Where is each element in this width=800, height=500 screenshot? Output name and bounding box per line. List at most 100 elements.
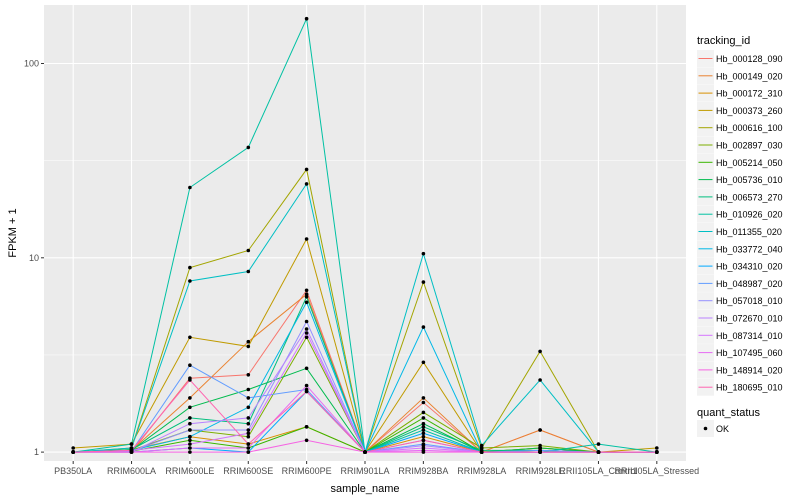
legend-label: Hb_005214_050	[716, 158, 783, 168]
legend-label: Hb_048987_020	[716, 279, 783, 289]
data-point-Hb_000149_020	[304, 292, 309, 297]
y-tick-label: 1	[34, 447, 39, 457]
data-point-Hb_006573_270	[421, 425, 426, 429]
legend-status-title: quant_status	[697, 407, 760, 419]
x-tick-label: RRIM600LE	[165, 466, 214, 476]
legend-item[interactable]: Hb_002897_030	[697, 136, 783, 154]
data-point-Hb_002897_030	[421, 410, 426, 415]
legend-item[interactable]: Hb_057018_010	[697, 292, 783, 310]
data-point-Hb_180695_010	[304, 389, 309, 394]
legend-item[interactable]: Hb_148914_020	[697, 361, 783, 379]
data-point-Hb_010926_020	[129, 442, 134, 446]
data-point-Hb_180695_010	[479, 450, 484, 454]
data-point-Hb_148914_020	[421, 450, 426, 454]
legend-item[interactable]: Hb_033772_040	[697, 240, 783, 258]
data-point-Hb_005736_010	[188, 405, 192, 410]
x-tick-label: RRIM928LE	[516, 466, 565, 476]
data-point-Hb_033772_040	[188, 434, 192, 439]
data-point-Hb_000149_020	[538, 428, 542, 432]
legend-item[interactable]: Hb_000172_310	[697, 84, 783, 102]
legend-item[interactable]: Hb_005214_050	[697, 153, 783, 171]
data-point-Hb_002897_030	[304, 335, 309, 340]
data-point-Hb_033772_040	[304, 300, 309, 305]
legend-item[interactable]: Hb_000128_090	[697, 50, 783, 67]
y-axis-title: FPKM + 1	[7, 208, 19, 257]
x-tick-label: RRIM928LA	[457, 466, 506, 476]
x-tick-label: RRIM600LA	[107, 466, 156, 476]
data-point-Hb_034310_020	[421, 431, 426, 436]
legend-item[interactable]: Hb_034310_020	[697, 257, 783, 275]
data-point-Hb_180695_010	[246, 442, 251, 446]
data-point-Hb_000616_100	[246, 248, 251, 253]
legend-label: Hb_011355_020	[716, 227, 782, 237]
data-point-Hb_011355_020	[479, 443, 484, 448]
legend-item[interactable]: Hb_000149_020	[697, 67, 783, 85]
legend-label: Hb_005736_010	[716, 175, 783, 185]
x-tick-label: RRII105LA_Stressed	[615, 466, 700, 476]
data-point-Hb_000616_100	[538, 349, 542, 354]
data-point-Hb_011355_020	[246, 269, 251, 274]
x-tick-label: RRIM600PE	[282, 466, 332, 476]
data-point-Hb_011355_020	[538, 378, 542, 382]
data-point-Hb_010926_020	[421, 428, 426, 432]
y-axis: 1 10 100	[24, 58, 44, 457]
data-point-Hb_000616_100	[304, 167, 309, 172]
data-point-Hb_072670_010	[188, 421, 192, 426]
data-point-Hb_011355_020	[188, 279, 192, 283]
legend-label: Hb_000128_090	[716, 54, 783, 64]
legend-item[interactable]: Hb_000373_260	[697, 101, 783, 119]
data-point-Hb_000149_020	[421, 396, 426, 400]
data-point-Hb_087314_010	[246, 431, 251, 436]
data-point-Hb_000373_260	[304, 237, 309, 241]
legend-label: Hb_000373_260	[716, 106, 783, 116]
data-point-Hb_180695_010	[71, 450, 75, 454]
data-point-Hb_000616_100	[421, 280, 426, 284]
data-point-Hb_000128_090	[304, 288, 309, 293]
series-points	[71, 16, 659, 454]
legend-label: Hb_148914_020	[716, 365, 783, 375]
legend-item[interactable]: Hb_048987_020	[697, 274, 783, 292]
data-point-Hb_072670_010	[246, 416, 251, 420]
legend-label: Hb_180695_010	[716, 383, 783, 393]
legend-label: Hb_033772_040	[716, 244, 783, 254]
data-point-Hb_010926_020	[246, 145, 251, 150]
data-point-Hb_000373_260	[71, 446, 75, 450]
legend-item[interactable]: Hb_087314_010	[697, 326, 783, 344]
data-point-Hb_107495_060	[246, 446, 251, 450]
data-point-Hb_000149_020	[188, 396, 192, 400]
legend-item[interactable]: Hb_180695_010	[697, 378, 783, 396]
data-point-Hb_180695_010	[421, 438, 426, 443]
legend-status-item[interactable]: OK	[697, 420, 729, 437]
legend-label: Hb_000616_100	[716, 123, 783, 133]
data-point-Hb_005214_050	[188, 438, 192, 443]
legend-items: Hb_000128_090 Hb_000149_020 Hb_000172_310 H…	[697, 50, 783, 396]
y-tick-label: 100	[24, 58, 39, 68]
data-point-Hb_180695_010	[655, 450, 659, 454]
data-point-Hb_048987_020	[246, 396, 251, 400]
x-tick-label: RRIM901LA	[340, 466, 389, 476]
data-point-Hb_000149_020	[246, 339, 251, 344]
data-point-Hb_000128_090	[421, 400, 426, 405]
legend-item[interactable]: Hb_011355_020	[697, 223, 782, 240]
legend-label: Hb_000172_310	[716, 89, 783, 99]
data-point-Hb_005214_050	[304, 425, 309, 429]
legend-item[interactable]: Hb_072670_010	[697, 309, 783, 327]
legend-item[interactable]: Hb_010926_020	[697, 205, 783, 223]
legend-label: Hb_107495_060	[716, 348, 783, 358]
legend-item[interactable]: Hb_005736_010	[697, 171, 783, 189]
data-point-Hb_000128_090	[246, 373, 251, 377]
data-point-Hb_033772_040	[246, 405, 251, 410]
data-point-Hb_000172_310	[421, 434, 426, 439]
data-point-Hb_000373_260	[421, 360, 426, 365]
legend-label: Hb_072670_010	[716, 314, 783, 324]
data-point-Hb_180695_010	[596, 450, 601, 454]
data-point-Hb_000373_260	[188, 335, 192, 340]
data-point-Hb_180695_010	[188, 378, 192, 382]
legend-title: tracking_id	[697, 35, 750, 47]
legend-status-label: OK	[716, 424, 729, 434]
data-point-Hb_180695_010	[538, 450, 542, 454]
legend-item[interactable]: Hb_006573_270	[697, 188, 783, 206]
legend-item[interactable]: Hb_107495_060	[697, 344, 783, 362]
legend-item[interactable]: Hb_000616_100	[697, 119, 783, 137]
